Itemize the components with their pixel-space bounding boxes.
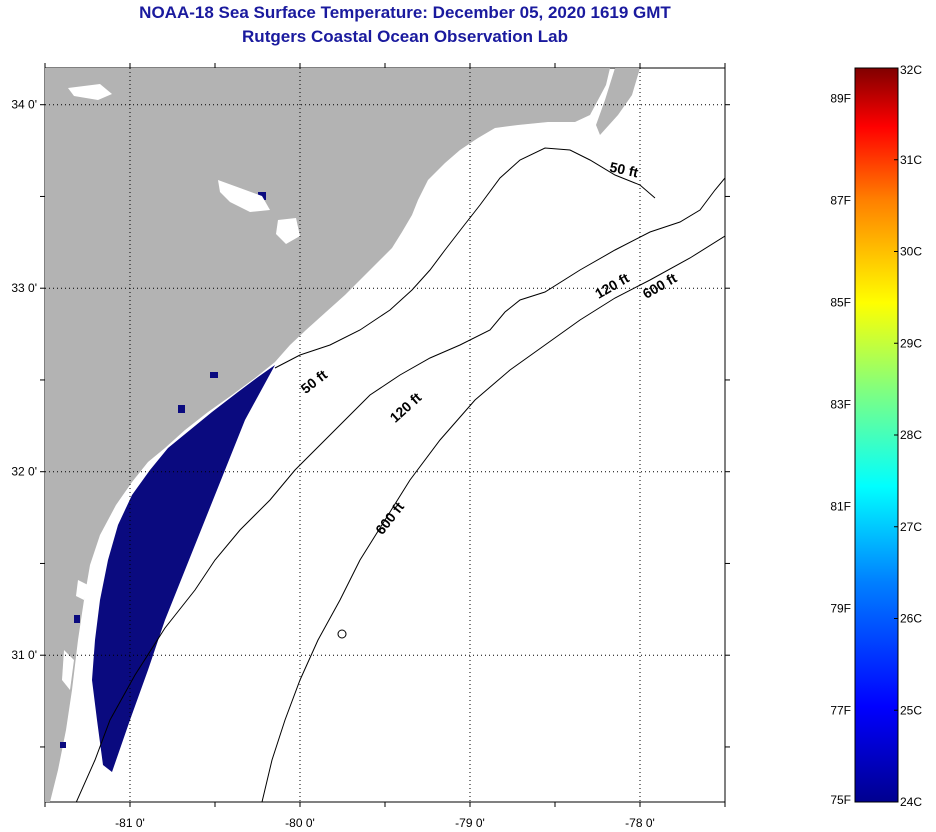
axis-ticks xyxy=(40,63,730,807)
colorbar-fahrenheit-label: 75F xyxy=(830,793,851,807)
colorbar-celsius-labels: 32C 31C 30C 29C 28C 27C 26C 25C 24C xyxy=(894,63,922,809)
barrier-land xyxy=(596,68,640,135)
isobath-label: 50 ft xyxy=(608,159,640,181)
lon-label: -80 0' xyxy=(285,816,315,830)
cloud-patches xyxy=(62,84,300,690)
colorbar-celsius-label: 32C xyxy=(900,63,922,77)
map-title: NOAA-18 Sea Surface Temperature: Decembe… xyxy=(139,3,671,22)
graticule xyxy=(45,68,725,802)
lat-label: 33 0' xyxy=(11,281,37,295)
colorbar-fahrenheit-label: 89F xyxy=(830,92,851,106)
latitude-labels: 34 0' 33 0' 32 0' 31 0' xyxy=(11,98,37,663)
colorbar-fahrenheit-label: 83F xyxy=(830,397,851,411)
colorbar-celsius-label: 24C xyxy=(900,795,922,809)
colorbar-fahrenheit-label: 79F xyxy=(830,601,851,615)
colorbar xyxy=(854,67,899,803)
isobaths xyxy=(75,147,725,802)
colorbar-celsius-label: 30C xyxy=(900,245,922,259)
colorbar-fahrenheit-labels: 89F 87F 85F 83F 81F 79F 77F 75F xyxy=(830,92,851,807)
isobath-120ft xyxy=(75,177,725,802)
isobath-600ft xyxy=(261,235,725,802)
colorbar-celsius-label: 29C xyxy=(900,336,922,350)
land-mass xyxy=(45,68,610,802)
lat-label: 34 0' xyxy=(11,98,37,112)
longitude-labels: -81 0' -80 0' -79 0' -78 0' xyxy=(115,816,655,830)
isobath-50ft xyxy=(274,147,656,369)
lon-label: -79 0' xyxy=(455,816,485,830)
colorbar-celsius-label: 31C xyxy=(900,153,922,167)
colorbar-fahrenheit-label: 77F xyxy=(830,703,851,717)
map-subtitle: Rutgers Coastal Ocean Observation Lab xyxy=(242,27,568,46)
colorbar-celsius-label: 25C xyxy=(900,703,922,717)
colorbar-fahrenheit-label: 85F xyxy=(830,295,851,309)
colorbar-celsius-label: 28C xyxy=(900,428,922,442)
colorbar-fahrenheit-label: 81F xyxy=(830,499,851,513)
colorbar-celsius-label: 27C xyxy=(900,520,922,534)
lat-label: 31 0' xyxy=(11,648,37,662)
colorbar-celsius-label: 26C xyxy=(900,612,922,626)
lon-label: -78 0' xyxy=(625,816,655,830)
lat-label: 32 0' xyxy=(11,465,37,479)
colorbar-fahrenheit-label: 87F xyxy=(830,194,851,208)
lon-label: -81 0' xyxy=(115,816,145,830)
